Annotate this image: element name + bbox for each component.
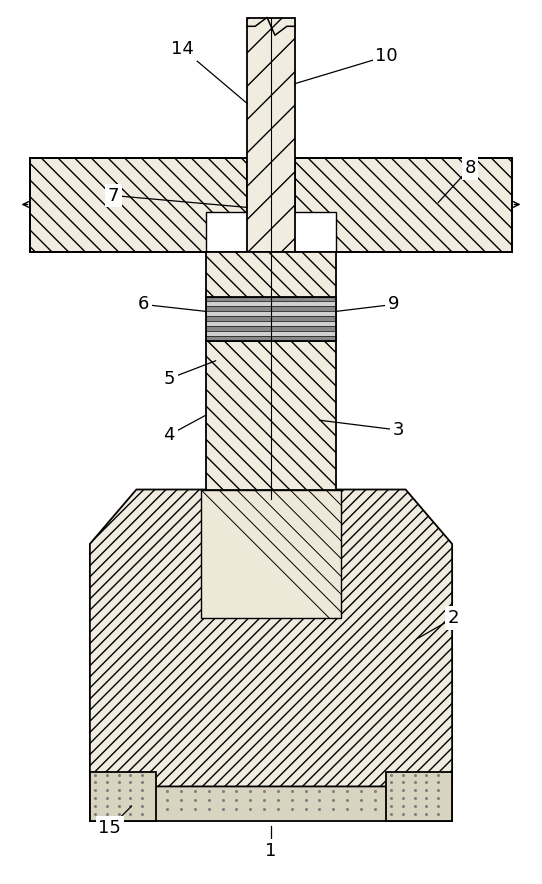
Bar (295, 158, 512, 252)
Bar (205, 336, 337, 341)
Polygon shape (201, 490, 341, 618)
Text: 15: 15 (98, 819, 121, 837)
Text: 10: 10 (376, 47, 398, 65)
Bar (205, 212, 337, 252)
Bar (205, 321, 337, 326)
Text: 5: 5 (163, 370, 175, 388)
Bar (205, 296, 337, 341)
Bar (90, 787, 452, 821)
Bar (247, 19, 295, 252)
Bar (205, 307, 337, 311)
Polygon shape (90, 490, 452, 787)
Bar (205, 311, 337, 316)
Text: 7: 7 (108, 187, 119, 204)
Text: 3: 3 (393, 421, 404, 439)
Bar (247, 158, 295, 252)
Text: 6: 6 (138, 295, 149, 314)
Bar (205, 341, 337, 490)
Text: 4: 4 (163, 426, 175, 444)
Bar (90, 772, 156, 821)
Text: 9: 9 (388, 295, 399, 314)
Bar (205, 252, 337, 296)
Bar (386, 772, 452, 821)
Bar (205, 316, 337, 321)
Text: 2: 2 (447, 609, 459, 627)
Bar (205, 296, 337, 301)
Text: 14: 14 (171, 40, 195, 58)
Bar (30, 158, 247, 252)
Text: 1: 1 (266, 842, 276, 860)
Bar (205, 326, 337, 332)
Bar (205, 332, 337, 336)
Bar (205, 301, 337, 307)
Text: 8: 8 (464, 159, 476, 177)
